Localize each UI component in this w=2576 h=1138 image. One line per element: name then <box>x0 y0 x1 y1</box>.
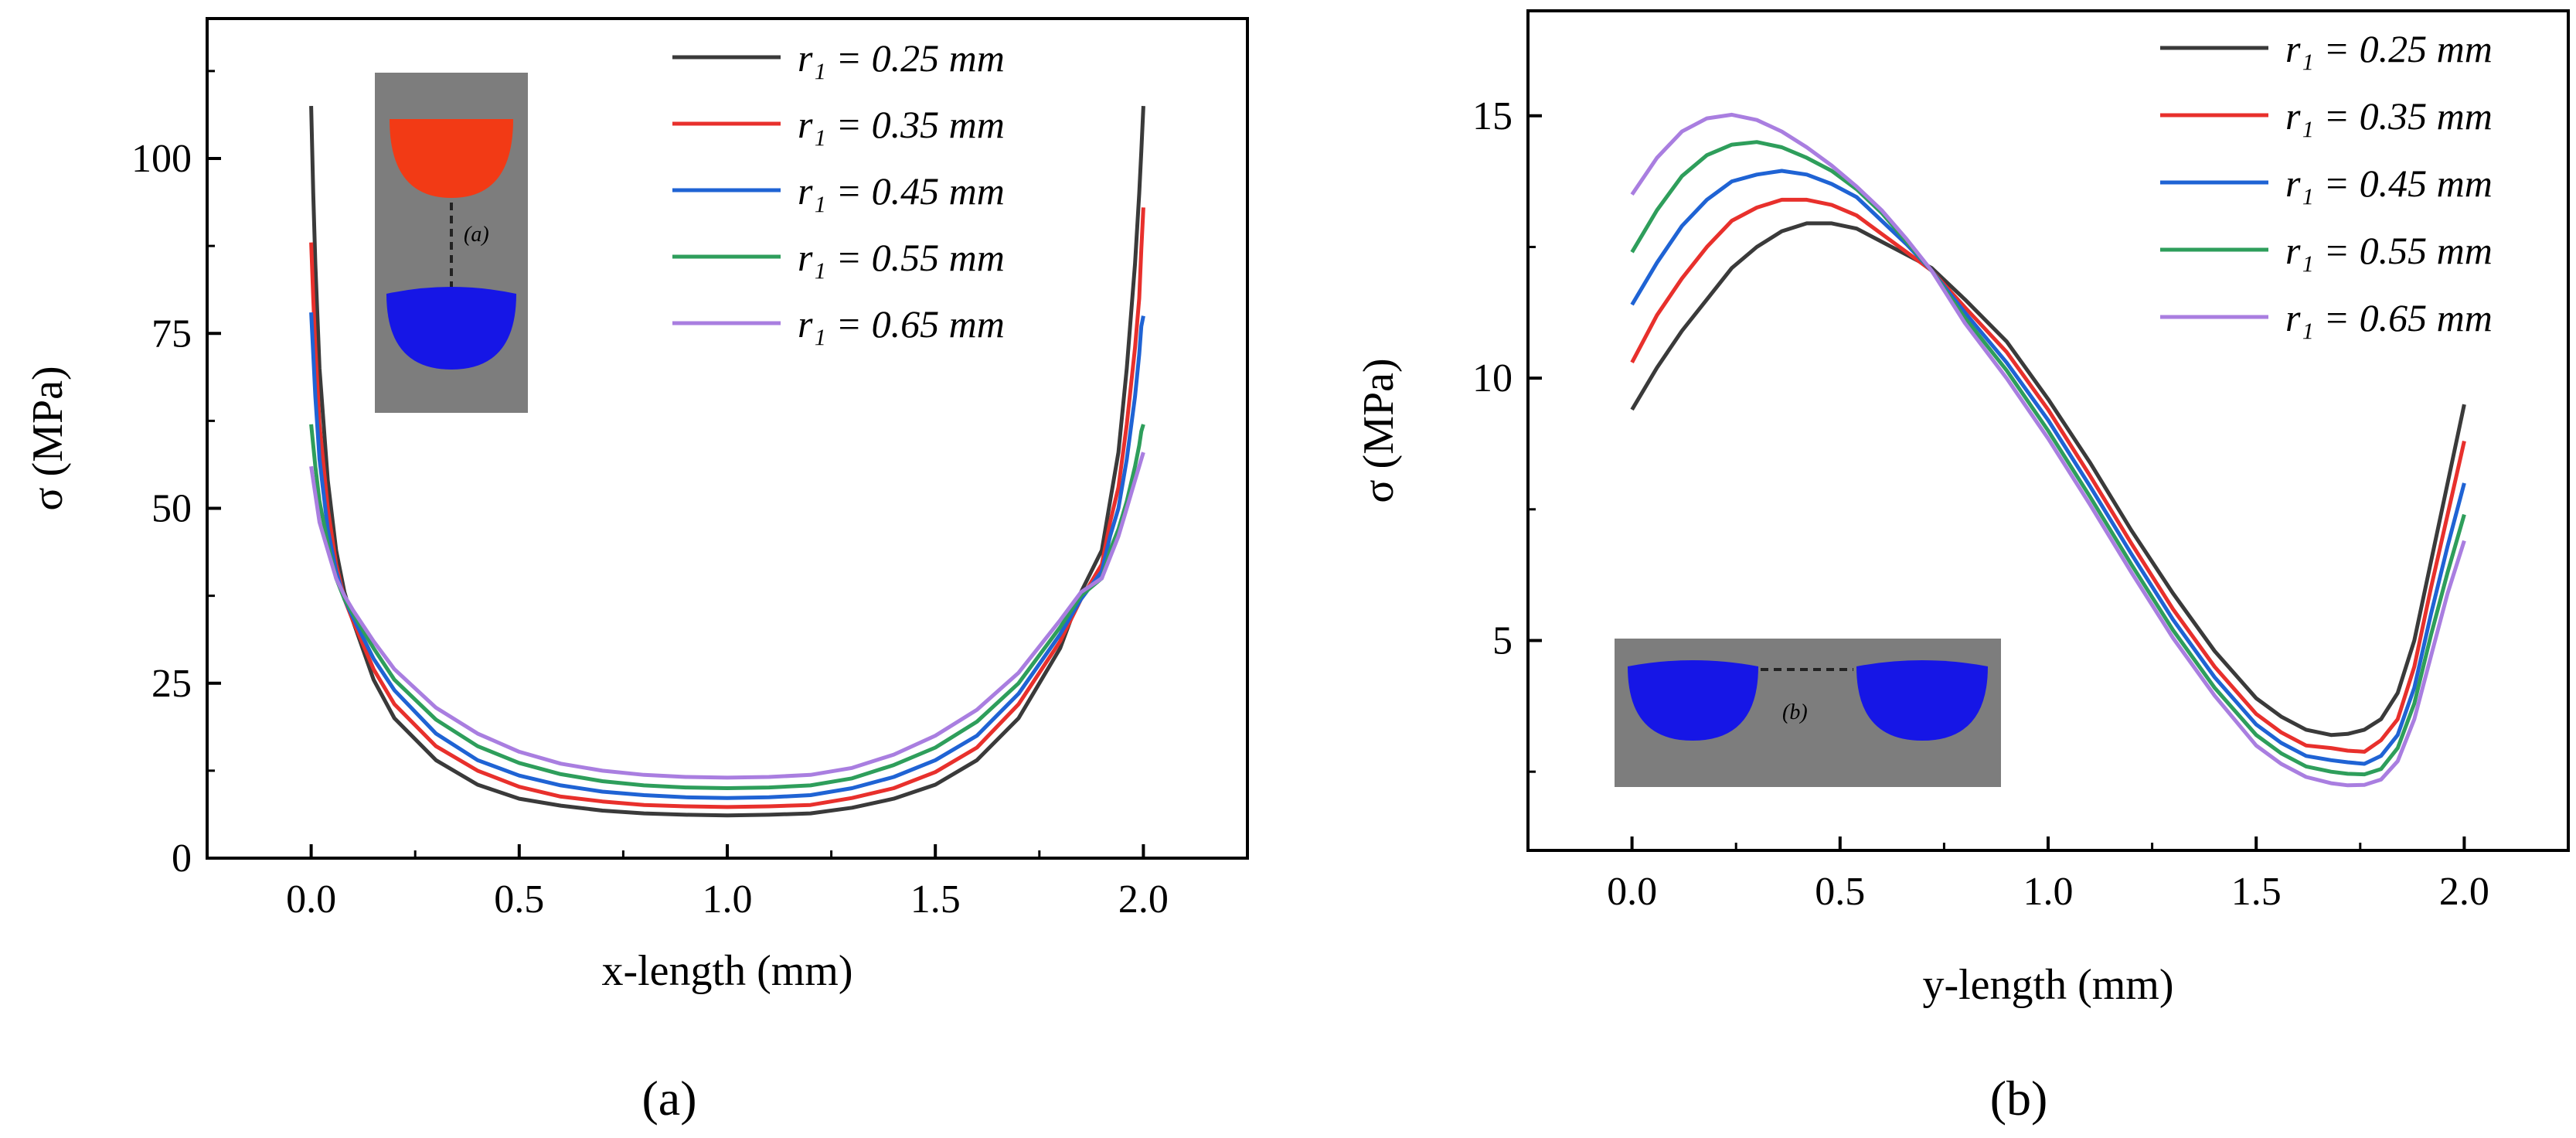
series-line-1 <box>1630 221 2466 738</box>
x-axis-title-b: y-length (mm) <box>1922 961 2173 1009</box>
inset-image-b: (b) <box>1615 639 2001 787</box>
legend-entry: r₁ = 0.25 mm <box>798 36 1005 80</box>
series-group-b <box>1630 112 2466 788</box>
y-tick-label: 25 <box>151 662 192 706</box>
panel-label-b: (b) <box>1990 1071 2048 1126</box>
legend-entry: r₁ = 0.65 mm <box>2285 296 2493 339</box>
legend-entry: r₁ = 0.35 mm <box>2285 94 2493 138</box>
x-tick-label: 1.0 <box>2023 870 2074 914</box>
blue-droplet-right <box>1856 660 1988 741</box>
x-tick-label: 1.5 <box>910 877 961 922</box>
y-tick-label: 15 <box>1472 94 1513 138</box>
x-tick-label: 0.0 <box>1607 870 1657 914</box>
x-tick-label: 2.0 <box>2439 870 2489 914</box>
x-tick-label: 1.5 <box>2231 870 2282 914</box>
legend-entry: r₁ = 0.55 mm <box>798 236 1005 279</box>
x-tick-label: 0.5 <box>1815 870 1865 914</box>
x-axis-title-a: x-length (mm) <box>601 947 852 995</box>
x-tick-label: 0.5 <box>494 877 544 922</box>
y-tick-label: 50 <box>151 487 192 531</box>
chart-panel-a: (a) 0.0 0.5 1.0 1.5 2.0 0 25 50 75 100 r₁ = 0.25 … <box>24 17 1249 1126</box>
legend-entry: r₁ = 0.45 mm <box>798 169 1005 213</box>
legend-a: r₁ = 0.25 mm r₁ = 0.35 mm r₁ = 0.45 mm r₁ =… <box>672 36 1005 346</box>
x-tick-label: 2.0 <box>1118 877 1169 922</box>
x-tick-label: 0.0 <box>286 877 336 922</box>
inset-image-a: (a) <box>375 73 528 413</box>
series-group-a <box>309 105 1145 818</box>
red-droplet <box>390 119 513 198</box>
y-tick-label: 5 <box>1492 619 1513 663</box>
series-line-2 <box>1630 197 2466 754</box>
legend-entry: r₁ = 0.35 mm <box>798 103 1005 146</box>
y-tick-label: 10 <box>1472 356 1513 400</box>
axes-a: 0.0 0.5 1.0 1.5 2.0 0 25 50 75 100 <box>131 70 1169 922</box>
legend-entry: r₁ = 0.25 mm <box>2285 27 2493 70</box>
blue-droplet <box>386 287 516 370</box>
blue-droplet-left <box>1628 660 1758 741</box>
legend-b: r₁ = 0.25 mm r₁ = 0.35 mm r₁ = 0.45 mm r₁ =… <box>2160 27 2493 339</box>
y-tick-label: 75 <box>151 312 192 356</box>
x-tick-label: 1.0 <box>703 877 753 922</box>
legend-entry: r₁ = 0.55 mm <box>2285 229 2493 272</box>
series-line-5 <box>309 451 1145 780</box>
inset-label-a: (a) <box>464 223 489 247</box>
axes-b: 0.0 0.5 1.0 1.5 2.0 5 10 15 <box>1472 94 2489 914</box>
plot-frame-a <box>206 17 1249 860</box>
legend-entry: r₁ = 0.65 mm <box>798 302 1005 346</box>
series-line-5 <box>1630 112 2466 788</box>
y-tick-label: 0 <box>172 836 192 881</box>
y-axis-title-a: σ (MPa) <box>24 366 72 510</box>
legend-entry: r₁ = 0.45 mm <box>2285 162 2493 205</box>
y-axis-title-b: σ (MPa) <box>1355 358 1403 503</box>
y-tick-label: 100 <box>131 137 192 181</box>
series-line-3 <box>1630 169 2466 766</box>
series-line-1 <box>309 105 1145 818</box>
inset-label-b: (b) <box>1782 700 1808 724</box>
panel-label-a: (a) <box>641 1071 696 1126</box>
series-line-4 <box>1630 140 2466 777</box>
